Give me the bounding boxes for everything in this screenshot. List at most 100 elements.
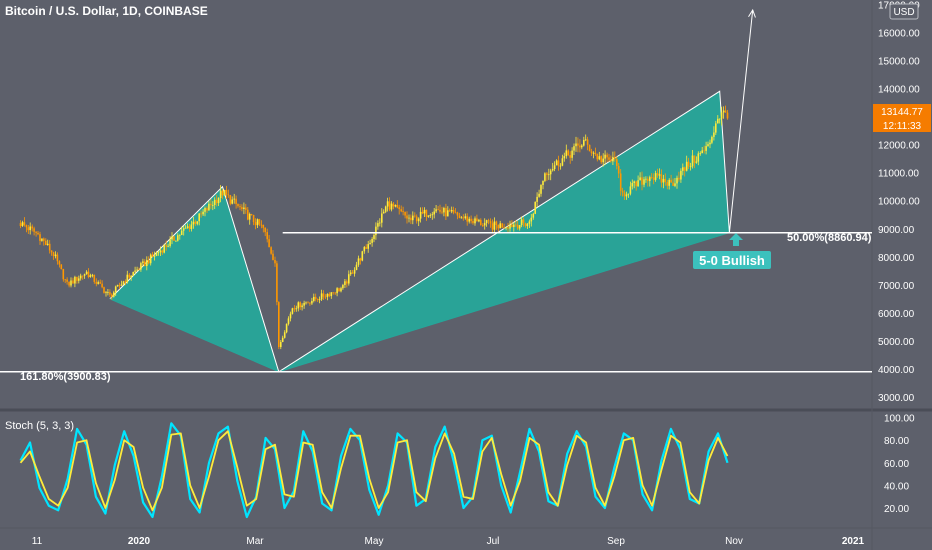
- candle-body: [128, 274, 131, 278]
- time-axis-label: 11: [32, 536, 43, 547]
- candle-body: [107, 292, 109, 293]
- candle-body: [373, 235, 375, 239]
- candle-body: [594, 152, 597, 155]
- candle-body: [612, 157, 614, 162]
- candle-body: [316, 299, 319, 300]
- candle-body: [441, 211, 443, 213]
- candle-body: [318, 299, 321, 301]
- candle-body: [295, 308, 298, 310]
- candle-body: [355, 264, 358, 270]
- candle-body: [153, 256, 156, 257]
- candle-body: [359, 258, 362, 261]
- candle-body: [64, 279, 66, 281]
- candle-body: [472, 221, 474, 224]
- candle-body: [404, 211, 406, 216]
- candle-body: [495, 221, 498, 225]
- candle-body: [394, 205, 397, 207]
- candle-body: [70, 280, 72, 286]
- candle-body: [643, 179, 645, 185]
- candle-body: [649, 177, 651, 181]
- candle-body: [617, 166, 620, 174]
- candle-body: [149, 254, 152, 264]
- candle-body: [363, 247, 366, 252]
- candle-body: [340, 288, 342, 292]
- candle-body: [534, 201, 536, 214]
- candle-body: [99, 282, 101, 284]
- candle-body: [142, 261, 144, 264]
- candle-body: [159, 250, 162, 253]
- candle-body: [188, 226, 191, 229]
- time-axis-background: [0, 528, 932, 550]
- candle-body: [520, 219, 523, 226]
- candle-body: [289, 313, 292, 319]
- time-axis[interactable]: 11 2020 Mar May Jul Sep Nov 2021: [32, 536, 865, 547]
- candle-body: [313, 296, 315, 301]
- candle-body: [140, 263, 142, 270]
- candle-body: [685, 161, 688, 171]
- candle-body: [606, 154, 608, 158]
- pattern-triangle-xab[interactable]: [109, 186, 279, 372]
- candle-body: [179, 234, 181, 236]
- currency-badge[interactable]: [889, 3, 919, 20]
- candle-body: [31, 226, 33, 229]
- candle-body: [652, 177, 655, 180]
- candle-body: [213, 199, 216, 205]
- stoch-scale[interactable]: 100.00 80.00 60.00 40.00 20.00: [884, 414, 915, 515]
- candle-body: [204, 208, 206, 212]
- candle-body: [493, 221, 496, 230]
- fib-lower-label: 161.80%(3900.83): [20, 371, 111, 383]
- candle-body: [58, 261, 61, 265]
- candle-body: [361, 251, 364, 261]
- candle-body: [196, 221, 199, 224]
- candle-body: [592, 152, 595, 154]
- candle-body: [126, 274, 129, 283]
- candle-body: [219, 190, 222, 198]
- time-axis-label: 2020: [128, 536, 151, 547]
- candle-body: [715, 123, 717, 133]
- candle-body: [561, 158, 564, 166]
- projection-arrow-head: [748, 8, 756, 18]
- price-scale[interactable]: 17000.0016000.0015000.0014000.0013000.00…: [878, 0, 920, 404]
- candle-body: [720, 112, 723, 119]
- candle-body: [431, 214, 434, 216]
- candle-body: [526, 223, 529, 227]
- candle-body: [505, 227, 507, 228]
- candle-body: [388, 201, 391, 210]
- candle-body: [701, 150, 703, 154]
- candle-body: [344, 281, 346, 285]
- candle-body: [151, 254, 154, 257]
- candle-body: [414, 215, 416, 217]
- candle-body: [487, 220, 490, 222]
- candle-body: [93, 274, 96, 282]
- time-axis-label: Sep: [607, 536, 625, 547]
- candle-body: [369, 242, 371, 245]
- candle-body: [78, 278, 80, 281]
- fib-upper-label: 50.00%(8860.94): [787, 232, 872, 244]
- candle-body: [256, 219, 259, 226]
- candle-body: [167, 245, 169, 247]
- candle-body: [650, 177, 653, 178]
- candle-body: [583, 140, 585, 146]
- candle-body: [105, 292, 107, 293]
- candle-body: [346, 281, 348, 284]
- candle-body: [448, 210, 451, 212]
- projection-arrow-line[interactable]: [728, 9, 754, 233]
- time-axis-label: Jul: [487, 536, 500, 547]
- candle-body: [470, 218, 472, 222]
- candle-body: [326, 293, 329, 297]
- candle-body: [76, 276, 78, 281]
- candle-body: [173, 236, 175, 241]
- price-tick-label: 12000.00: [878, 141, 920, 152]
- candle-body: [280, 342, 282, 347]
- candle-body: [654, 173, 657, 180]
- pattern-badge[interactable]: 5-0 Bullish: [693, 233, 771, 269]
- stoch-k-line: [19, 422, 729, 519]
- candle-body: [200, 213, 202, 215]
- candle-body: [113, 292, 115, 297]
- candle-body: [419, 211, 422, 219]
- candle-body: [29, 226, 31, 231]
- candle-body: [445, 208, 447, 217]
- candle-body: [396, 205, 399, 208]
- fibonacci-levels[interactable]: [0, 8, 872, 373]
